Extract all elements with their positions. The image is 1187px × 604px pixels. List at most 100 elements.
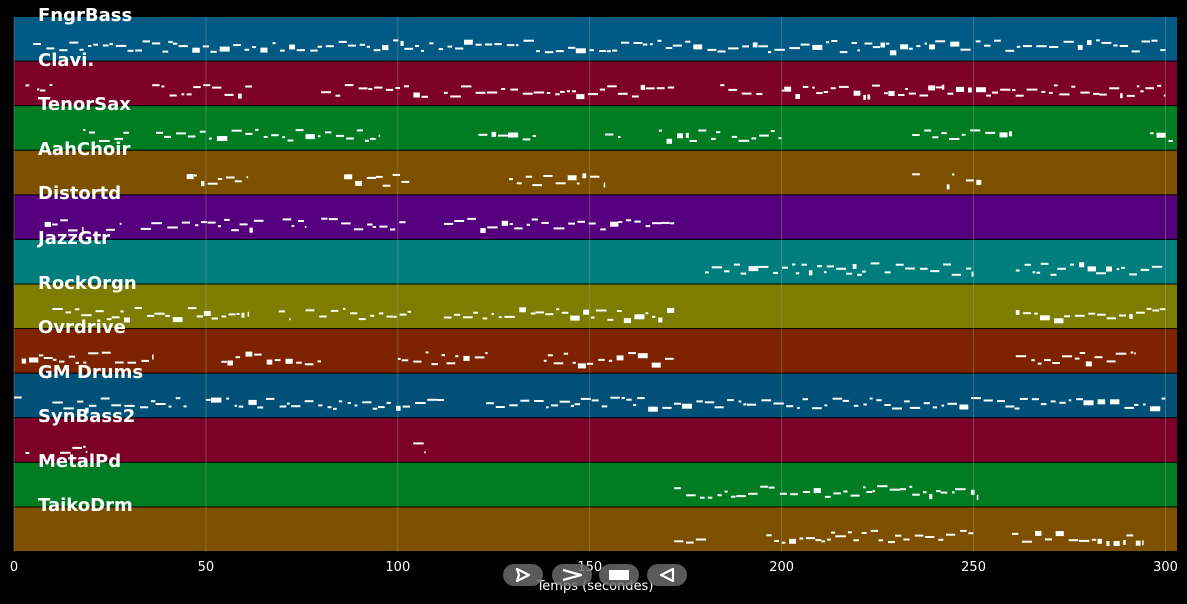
note <box>83 445 86 448</box>
rewind-button[interactable] <box>647 564 687 586</box>
note <box>59 360 65 363</box>
x-tick-label: 50 <box>197 560 215 575</box>
note <box>946 184 950 190</box>
note <box>606 50 611 53</box>
note <box>871 84 880 87</box>
note <box>1083 400 1094 406</box>
note <box>106 318 112 321</box>
note <box>485 43 493 46</box>
note <box>52 358 57 361</box>
note <box>1054 318 1064 324</box>
note <box>900 488 906 491</box>
track-label: Clavi. <box>38 49 95 71</box>
note <box>59 49 68 52</box>
note <box>1106 360 1116 363</box>
note <box>192 47 200 53</box>
stop-button[interactable] <box>599 564 639 586</box>
note <box>872 46 881 49</box>
note <box>378 134 381 137</box>
note <box>674 487 681 490</box>
note <box>25 84 30 87</box>
note <box>291 225 295 227</box>
note <box>217 178 223 180</box>
note <box>162 50 169 53</box>
note <box>33 43 41 45</box>
note <box>645 312 649 315</box>
note <box>372 407 378 410</box>
note <box>1015 310 1020 315</box>
note <box>377 406 385 409</box>
note <box>553 227 565 230</box>
note <box>1106 266 1112 272</box>
note <box>835 535 846 538</box>
note <box>851 42 858 44</box>
note <box>563 352 569 355</box>
note <box>1140 90 1144 93</box>
note <box>224 93 234 96</box>
note <box>152 354 154 360</box>
note <box>111 404 122 407</box>
note <box>350 312 358 315</box>
note <box>667 86 675 89</box>
note <box>543 359 547 362</box>
note <box>95 310 104 313</box>
note <box>241 312 245 318</box>
note <box>908 92 916 95</box>
note <box>443 222 454 225</box>
note <box>1052 362 1060 364</box>
note <box>203 311 211 316</box>
note <box>341 222 351 225</box>
note <box>665 357 674 360</box>
note <box>1087 40 1092 46</box>
note <box>758 45 768 48</box>
note <box>255 128 259 131</box>
note <box>1012 89 1016 92</box>
note <box>523 39 534 42</box>
note <box>1136 311 1145 314</box>
note <box>802 398 808 401</box>
note <box>831 40 838 42</box>
note <box>509 223 513 225</box>
note <box>795 94 800 99</box>
note <box>900 44 909 50</box>
fast-forward-button[interactable] <box>552 564 592 586</box>
note <box>994 39 1001 42</box>
note <box>797 406 800 409</box>
note <box>318 404 323 407</box>
note <box>296 361 302 364</box>
note <box>826 265 834 268</box>
note <box>249 227 253 233</box>
note <box>889 488 900 491</box>
note <box>740 272 747 275</box>
note <box>245 351 253 357</box>
track-lane <box>14 195 1177 239</box>
note <box>124 404 135 407</box>
note <box>407 310 412 313</box>
note <box>1161 397 1166 400</box>
note <box>930 270 940 273</box>
note <box>914 534 924 537</box>
note <box>344 174 353 180</box>
note <box>947 92 954 95</box>
note <box>946 533 956 536</box>
note <box>1142 540 1144 546</box>
play-button[interactable] <box>503 564 543 586</box>
note <box>792 263 796 266</box>
note <box>305 309 315 312</box>
note <box>813 488 821 494</box>
note <box>480 228 486 233</box>
note <box>464 39 473 45</box>
note <box>226 397 230 400</box>
note <box>1124 406 1135 409</box>
note <box>1064 315 1070 318</box>
note <box>238 405 244 408</box>
note <box>506 44 515 47</box>
note <box>716 131 721 134</box>
note <box>150 400 156 403</box>
note <box>385 88 394 91</box>
note <box>895 534 902 537</box>
note <box>195 224 199 227</box>
note <box>823 271 827 274</box>
note <box>1151 265 1163 268</box>
note <box>209 137 212 140</box>
